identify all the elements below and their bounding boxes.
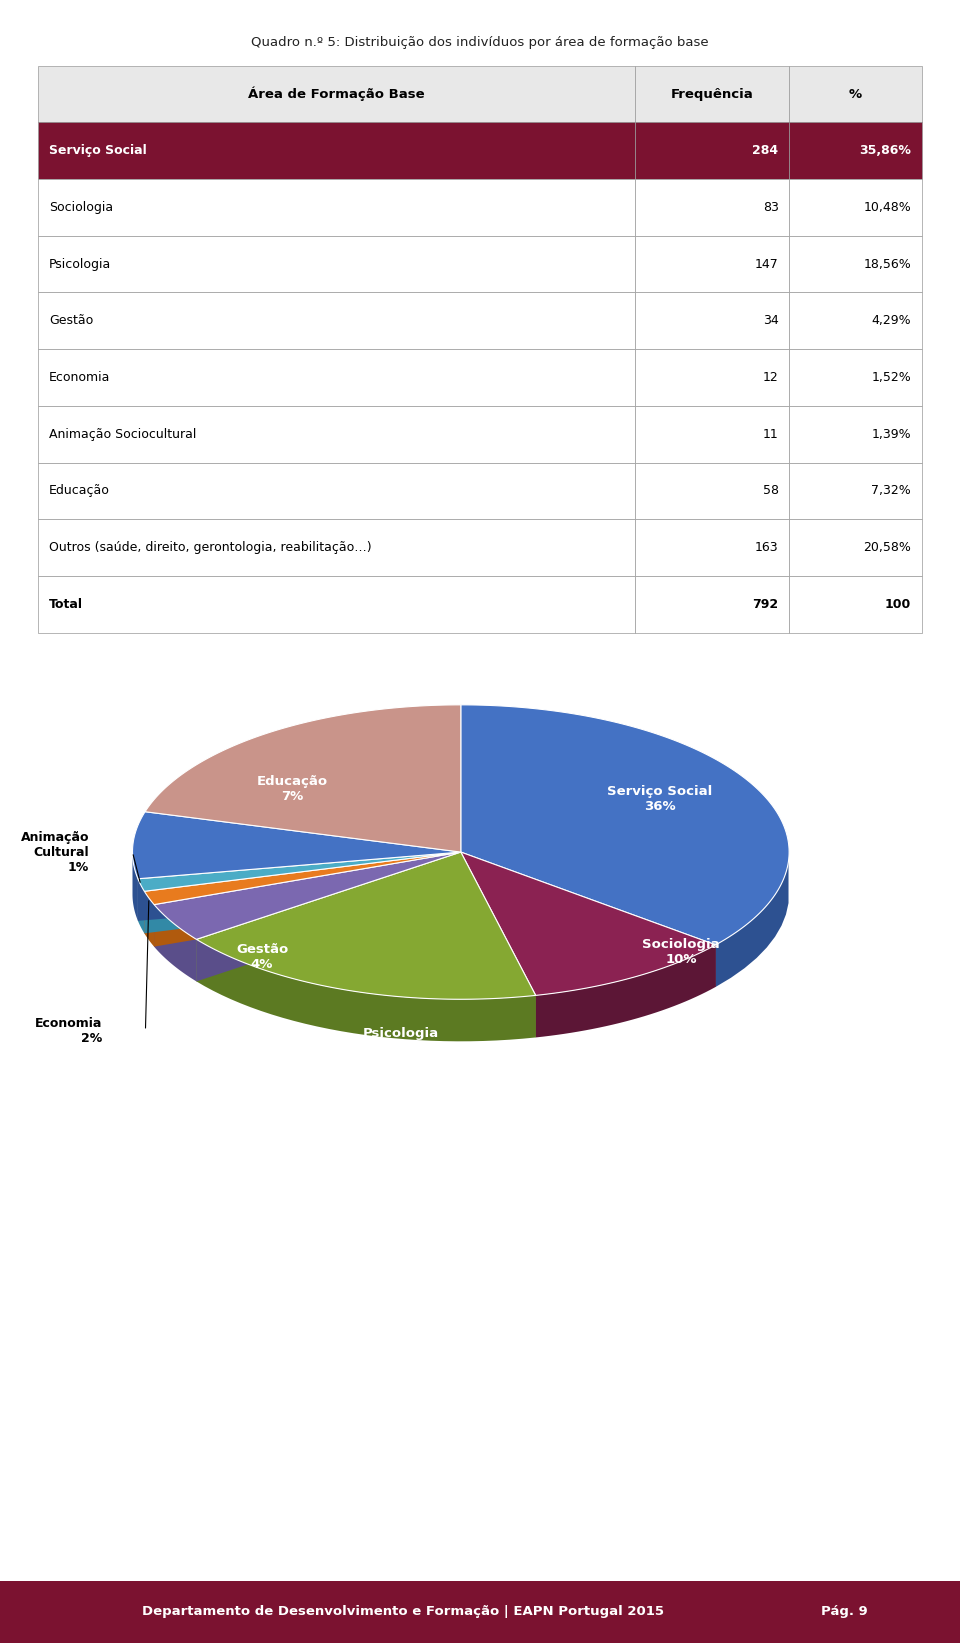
Polygon shape xyxy=(461,853,715,987)
Text: 1,52%: 1,52% xyxy=(872,371,911,384)
Text: 20,58%: 20,58% xyxy=(863,541,911,554)
Text: 7,32%: 7,32% xyxy=(872,485,911,498)
Text: Serviço Social
36%: Serviço Social 36% xyxy=(607,785,712,813)
Bar xyxy=(38,350,635,406)
Polygon shape xyxy=(461,853,715,996)
Text: Educação
7%: Educação 7% xyxy=(256,775,328,803)
Bar xyxy=(635,575,789,633)
Text: Pág. 9: Pág. 9 xyxy=(822,1605,868,1618)
Text: 11: 11 xyxy=(763,427,779,440)
Polygon shape xyxy=(461,853,715,987)
Text: 34: 34 xyxy=(763,314,779,327)
Text: 12: 12 xyxy=(763,371,779,384)
Text: 35,86%: 35,86% xyxy=(859,145,911,158)
Bar xyxy=(38,179,635,237)
Polygon shape xyxy=(138,853,461,920)
Polygon shape xyxy=(144,853,461,933)
Bar xyxy=(38,406,635,463)
Polygon shape xyxy=(138,879,144,933)
Bar xyxy=(789,350,922,406)
Polygon shape xyxy=(155,853,461,946)
Text: 1,39%: 1,39% xyxy=(872,427,911,440)
Bar xyxy=(635,519,789,575)
Polygon shape xyxy=(197,853,461,981)
Text: %: % xyxy=(849,87,862,100)
Text: Animação
Cultural
1%: Animação Cultural 1% xyxy=(21,831,89,874)
Bar xyxy=(38,292,635,350)
Text: 792: 792 xyxy=(753,598,779,611)
Polygon shape xyxy=(197,853,461,981)
Polygon shape xyxy=(461,705,789,945)
Text: 83: 83 xyxy=(762,200,779,214)
Bar xyxy=(635,122,789,179)
Text: Economia
2%: Economia 2% xyxy=(35,1017,103,1045)
Polygon shape xyxy=(132,853,138,920)
Bar xyxy=(38,237,635,292)
Bar xyxy=(38,519,635,575)
Text: 58: 58 xyxy=(762,485,779,498)
Text: 147: 147 xyxy=(755,258,779,271)
Text: Sociologia
10%: Sociologia 10% xyxy=(642,938,720,966)
Bar xyxy=(789,463,922,519)
Polygon shape xyxy=(138,853,461,891)
Polygon shape xyxy=(715,861,788,987)
Bar xyxy=(789,179,922,237)
Bar xyxy=(789,406,922,463)
Text: Serviço Social: Serviço Social xyxy=(49,145,147,158)
Text: Departamento de Desenvolvimento e Formação | EAPN Portugal 2015: Departamento de Desenvolvimento e Formaç… xyxy=(142,1605,664,1618)
Bar xyxy=(635,237,789,292)
Text: Frequência: Frequência xyxy=(670,87,754,100)
Text: Economia: Economia xyxy=(49,371,110,384)
Bar xyxy=(38,66,635,122)
Polygon shape xyxy=(536,945,715,1037)
Text: Sociologia: Sociologia xyxy=(49,200,113,214)
Bar xyxy=(38,122,635,179)
Bar xyxy=(635,66,789,122)
Text: 10,48%: 10,48% xyxy=(863,200,911,214)
Text: 4,29%: 4,29% xyxy=(872,314,911,327)
Polygon shape xyxy=(144,853,461,905)
Polygon shape xyxy=(197,853,536,999)
Text: Total: Total xyxy=(49,598,83,611)
Text: 100: 100 xyxy=(885,598,911,611)
Bar xyxy=(789,122,922,179)
Bar xyxy=(635,292,789,350)
Bar xyxy=(789,519,922,575)
Bar xyxy=(635,463,789,519)
Polygon shape xyxy=(155,905,197,981)
Polygon shape xyxy=(155,853,461,940)
Text: Psicologia: Psicologia xyxy=(49,258,111,271)
Text: 284: 284 xyxy=(753,145,779,158)
Text: Quadro n.º 5: Distribuição dos indivíduos por área de formação base: Quadro n.º 5: Distribuição dos indivíduo… xyxy=(252,36,708,49)
Polygon shape xyxy=(461,853,536,1037)
Bar xyxy=(789,237,922,292)
Text: Outro
21%: Outro 21% xyxy=(353,664,396,693)
Polygon shape xyxy=(144,853,461,933)
Text: Gestão: Gestão xyxy=(49,314,93,327)
Polygon shape xyxy=(132,812,461,879)
Text: 18,56%: 18,56% xyxy=(863,258,911,271)
Bar xyxy=(635,179,789,237)
Text: Psicologia
19%: Psicologia 19% xyxy=(362,1027,439,1055)
Polygon shape xyxy=(138,853,461,920)
Polygon shape xyxy=(155,853,461,946)
Text: Área de Formação Base: Área de Formação Base xyxy=(249,87,424,102)
Text: Gestão
4%: Gestão 4% xyxy=(236,943,288,971)
Text: 163: 163 xyxy=(755,541,779,554)
Text: Educação: Educação xyxy=(49,485,109,498)
Polygon shape xyxy=(197,940,536,1042)
Text: Animação Sociocultural: Animação Sociocultural xyxy=(49,427,197,440)
Bar xyxy=(789,66,922,122)
Polygon shape xyxy=(144,891,155,946)
Text: Outros (saúde, direito, gerontologia, reabilitação…): Outros (saúde, direito, gerontologia, re… xyxy=(49,541,372,554)
Polygon shape xyxy=(461,853,536,1037)
Bar xyxy=(789,292,922,350)
Bar xyxy=(635,350,789,406)
Bar xyxy=(38,575,635,633)
Polygon shape xyxy=(145,705,461,853)
Bar xyxy=(789,575,922,633)
Bar xyxy=(38,463,635,519)
Bar xyxy=(635,406,789,463)
